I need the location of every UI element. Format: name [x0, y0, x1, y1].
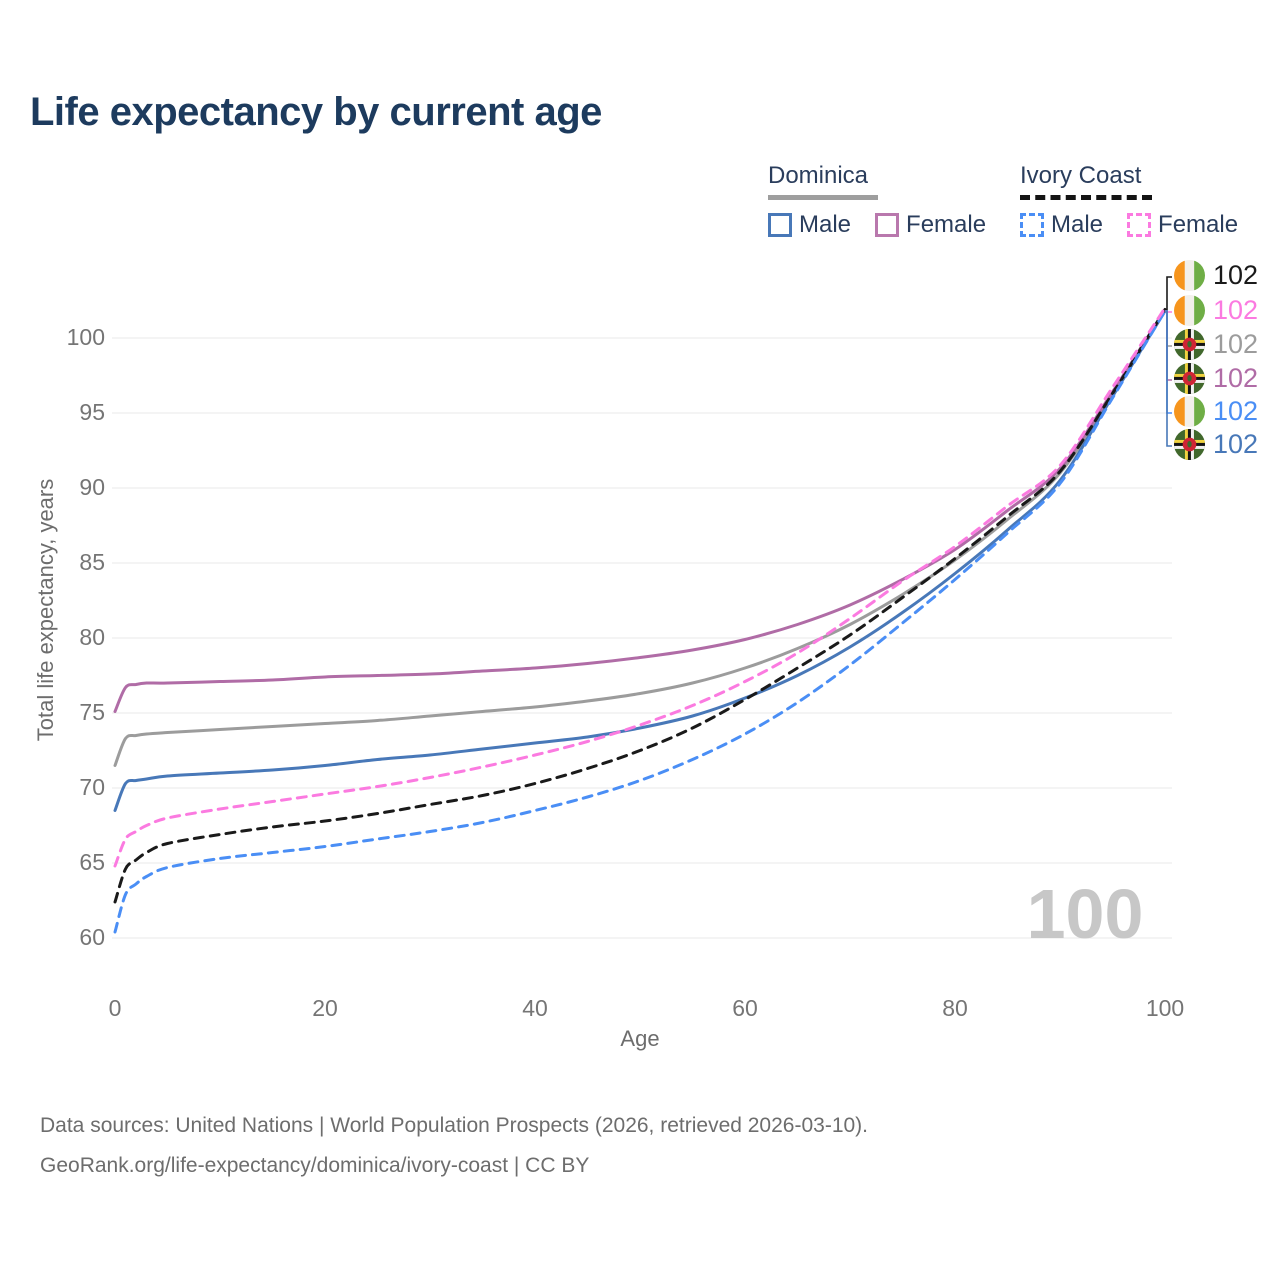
dominica-flag-icon [1174, 429, 1205, 460]
end-label: 102 [1174, 260, 1258, 291]
legend-label: Female [906, 211, 987, 238]
legend-underline-solid [768, 195, 878, 200]
end-label-value: 102 [1213, 363, 1259, 393]
end-label-value: 102 [1213, 429, 1259, 459]
legend-country-dominica[interactable]: Dominica [768, 162, 869, 189]
footer: Data sources: United Nations | World Pop… [40, 1106, 868, 1186]
legend-item-ivory-coast-female[interactable]: Female [1127, 211, 1238, 239]
attribution-line: GeoRank.org/life-expectancy/dominica/ivo… [40, 1154, 590, 1177]
y-tick-label: 70 [79, 774, 105, 800]
dominica-female-swatch-icon [875, 213, 900, 237]
legend-label: Male [799, 211, 852, 238]
end-label: 102 [1174, 363, 1258, 394]
end-label: 102 [1174, 329, 1258, 360]
y-tick-label: 75 [79, 699, 105, 725]
ivory-coast-flag-icon [1174, 295, 1205, 326]
y-tick-label: 85 [79, 549, 105, 575]
y-tick-label: 60 [79, 924, 105, 950]
series-line-ivory-coast-female [113, 306, 1167, 868]
ivory-coast-male-swatch-icon [1020, 213, 1044, 237]
ivory-coast-flag-icon [1174, 396, 1205, 427]
end-label: 102 [1174, 429, 1258, 460]
legend-label: Female [1158, 211, 1239, 238]
end-label-leader-line [1165, 310, 1172, 414]
end-label-leader-line [1165, 310, 1172, 347]
end-label-value: 102 [1213, 260, 1259, 290]
y-tick-label: 95 [79, 399, 105, 425]
end-label-value: 102 [1213, 396, 1259, 426]
legend-label: Male [1051, 211, 1104, 238]
x-tick-label: 100 [1145, 995, 1185, 1021]
x-tick-label: 40 [522, 995, 548, 1021]
series-line-ivory-coast-male [113, 309, 1167, 934]
end-label: 102 [1174, 396, 1258, 427]
series-line-ivory-coast-both-sexes- [113, 308, 1167, 904]
y-tick-label: 80 [79, 624, 105, 650]
legend-item-dominica-female[interactable]: Female [875, 211, 986, 239]
dominica-male-swatch-icon [768, 213, 792, 237]
x-tick-label: 60 [732, 995, 758, 1021]
series-line-dominica-male [113, 309, 1167, 812]
dominica-flag-icon [1174, 329, 1205, 360]
legend-item-ivory-coast-male[interactable]: Male [1020, 211, 1103, 239]
series-line-dominica-female [113, 308, 1167, 713]
end-label-leader-line [1165, 310, 1172, 313]
legend-group-dominica: Dominica Male Female [768, 162, 986, 239]
legend-item-dominica-male[interactable]: Male [768, 211, 851, 239]
x-tick-label: 20 [312, 995, 338, 1021]
data-sources-line: Data sources: United Nations | World Pop… [40, 1114, 869, 1137]
x-axis-title: Age [620, 1026, 660, 1051]
legend-group-ivory-coast: Ivory Coast Male Female [1020, 162, 1238, 239]
ivory-coast-flag-icon [1174, 260, 1205, 291]
legend-country-ivory-coast[interactable]: Ivory Coast [1020, 162, 1142, 189]
end-label: 102 [1174, 295, 1258, 326]
end-label-leader-line [1165, 310, 1172, 447]
ivory-coast-female-swatch-icon [1127, 213, 1152, 237]
y-tick-label: 90 [79, 474, 105, 500]
legend-underline-dashed [1020, 195, 1152, 200]
y-tick-label: 100 [66, 324, 105, 350]
end-label-value: 102 [1213, 329, 1259, 359]
page-title: Life expectancy by current age [30, 90, 602, 134]
end-label-leader-line [1165, 310, 1172, 381]
x-tick-label: 80 [942, 995, 968, 1021]
dominica-flag-icon [1174, 363, 1205, 394]
x-tick-label: 0 [108, 995, 122, 1021]
series-line-dominica-both-sexes- [113, 309, 1167, 767]
age-indicator-watermark: 100 [1026, 875, 1144, 953]
end-label-leader-line [1165, 276, 1172, 312]
y-tick-label: 65 [79, 849, 105, 875]
end-label-value: 102 [1213, 295, 1259, 325]
